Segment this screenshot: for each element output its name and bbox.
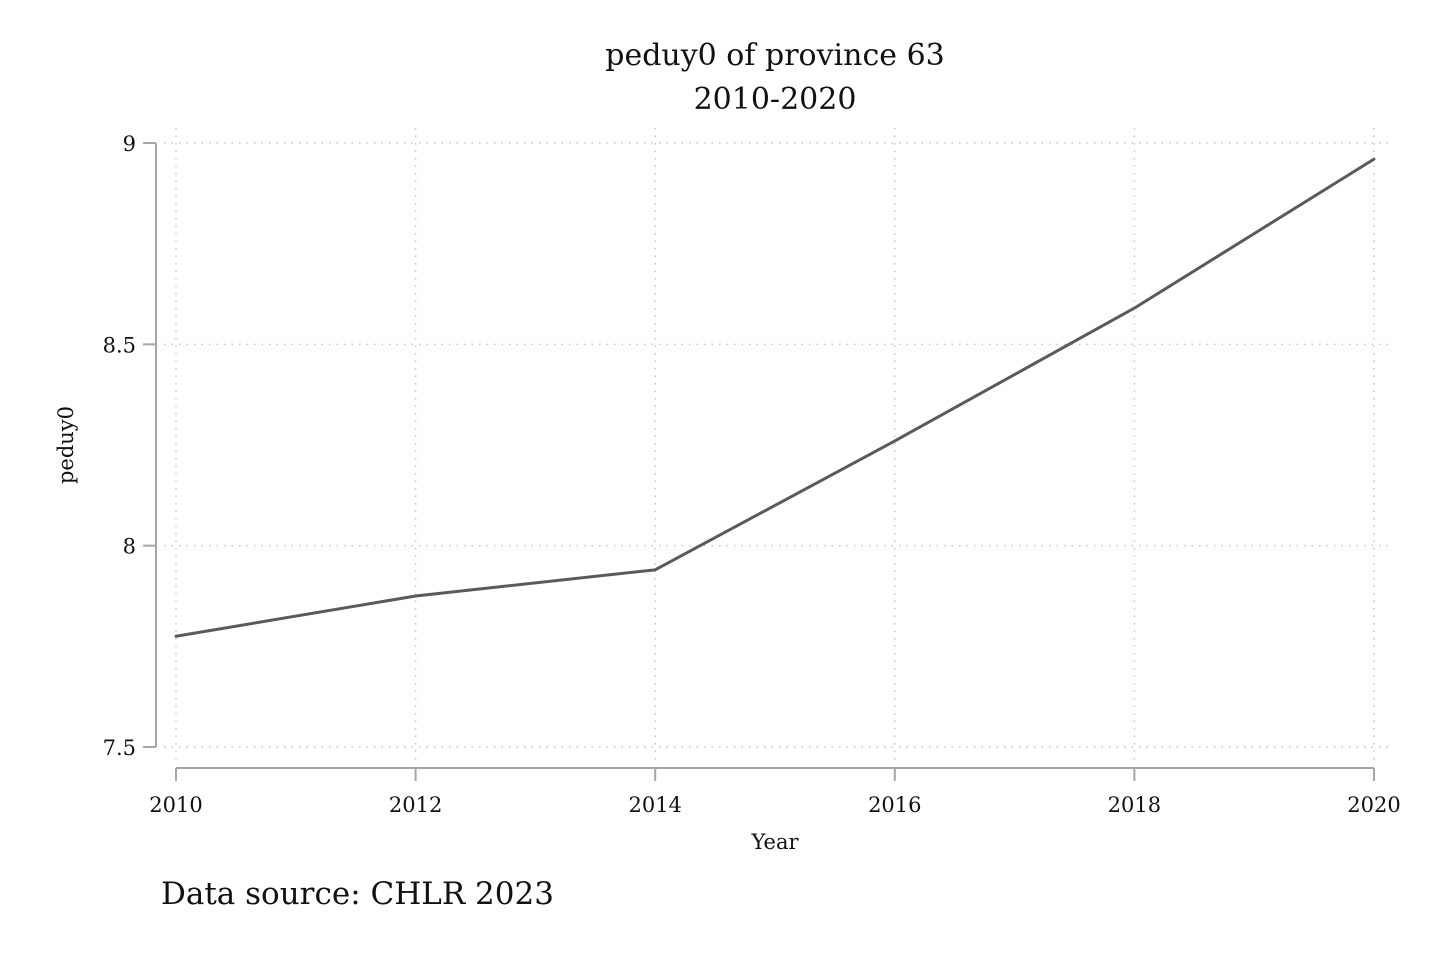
- series: [174, 157, 1376, 638]
- chart-subtitle: 2010-2020: [694, 82, 857, 117]
- y-tick-label: 8.5: [103, 333, 136, 357]
- y-tick-label: 7.5: [103, 736, 136, 760]
- series-line: [174, 157, 1376, 638]
- chart-title: peduy0 of province 63: [605, 38, 945, 73]
- y-axis-title: peduy0: [54, 406, 78, 484]
- x-tick-label: 2014: [628, 793, 681, 817]
- x-tick-label: 2020: [1347, 793, 1400, 817]
- ticks: 7.5 8 8.5 9 2010 2012 2014 2016 2018 2020: [103, 132, 1401, 817]
- y-tick-label: 8: [123, 535, 136, 559]
- y-tick-label: 9: [123, 132, 136, 156]
- data-source-note: Data source: CHLR 2023: [161, 876, 554, 912]
- gridlines: [164, 128, 1392, 760]
- x-tick-label: 2016: [868, 793, 921, 817]
- x-tick-label: 2010: [149, 793, 202, 817]
- x-tick-label: 2018: [1108, 793, 1161, 817]
- x-tick-label: 2012: [389, 793, 442, 817]
- x-axis-title: Year: [750, 830, 799, 854]
- axes: [155, 143, 1374, 769]
